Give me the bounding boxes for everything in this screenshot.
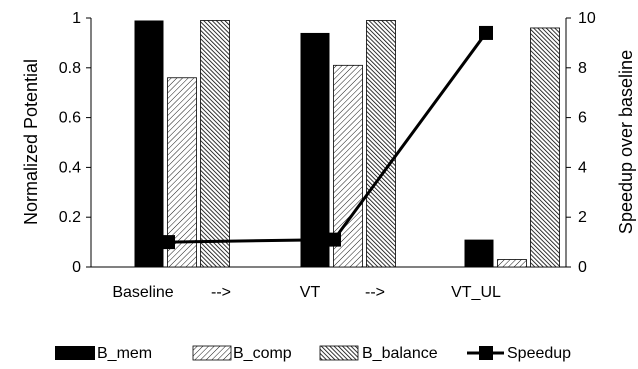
bar-b-mem-vt <box>300 32 330 267</box>
bar-b-comp-vt-ul <box>497 259 527 268</box>
legend-label-b-balance: B_balance <box>362 345 438 362</box>
legend-swatch-b-comp <box>192 345 232 361</box>
bar-b-mem-vt-ul <box>464 239 494 267</box>
x-label-baseline: Baseline <box>112 284 173 301</box>
legend: B_mem B_comp B_balance Speedup <box>55 345 571 362</box>
speedup-marker-vt <box>327 232 341 247</box>
right-tick-label: 10 <box>578 10 596 27</box>
x-annotation-arrow-2: --> <box>365 284 385 301</box>
legend-swatch-b-balance <box>319 345 359 361</box>
left-tick-label: 1 <box>72 10 81 27</box>
right-tick-label: 8 <box>578 60 587 77</box>
x-annotation-arrow-1: --> <box>211 284 231 301</box>
bars <box>134 20 560 268</box>
left-tick-label: 0.4 <box>59 159 81 176</box>
bar-b-mem-baseline <box>134 20 164 267</box>
legend-swatch-speedup-marker <box>479 346 493 360</box>
left-tick-label: 0.2 <box>59 209 81 226</box>
right-tick-label: 6 <box>578 110 587 127</box>
right-tick-label: 2 <box>578 209 587 226</box>
right-tick-label: 0 <box>578 259 587 276</box>
speedup-marker-baseline <box>161 235 175 250</box>
left-axis-ticks: 0 0.2 0.4 0.6 0.8 1 <box>59 10 91 276</box>
speedup-marker-vt-ul <box>479 25 493 40</box>
legend-label-b-comp: B_comp <box>233 345 292 362</box>
right-axis-ticks: 0 2 4 6 8 10 <box>566 10 596 276</box>
bar-b-balance-vt <box>366 20 396 268</box>
legend-swatch-b-mem <box>55 346 95 360</box>
y-axis-title: Normalized Potential <box>21 59 41 225</box>
legend-label-b-mem: B_mem <box>97 345 152 362</box>
left-tick-label: 0.6 <box>59 110 81 127</box>
y2-axis-title: Speedup over baseline <box>616 50 636 234</box>
right-tick-label: 4 <box>578 159 587 176</box>
left-tick-label: 0 <box>72 259 81 276</box>
speedup-line-layer <box>161 25 493 250</box>
bar-b-balance-vt-ul <box>530 27 560 268</box>
x-label-vt: VT <box>300 284 321 301</box>
left-tick-label: 0.8 <box>59 60 81 77</box>
legend-label-speedup: Speedup <box>507 345 571 362</box>
x-label-vt-ul: VT_UL <box>451 284 501 301</box>
bar-b-balance-baseline <box>200 20 230 268</box>
